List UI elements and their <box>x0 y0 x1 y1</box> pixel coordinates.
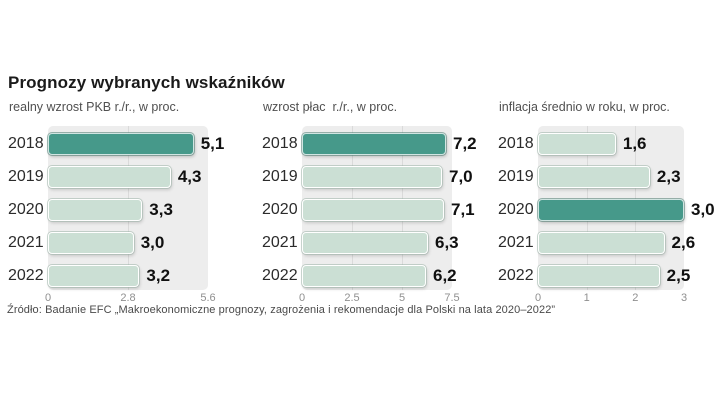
bar-track: 2,6 <box>538 231 695 254</box>
axis-tick-label: 5.6 <box>200 292 216 304</box>
bar-track: 3,0 <box>48 231 208 254</box>
page-title: Prognozy wybranych wskaźników <box>8 73 285 92</box>
year-label: 2019 <box>498 167 534 185</box>
value-label: 7,1 <box>451 199 475 219</box>
axis-tick-label: 2.8 <box>120 292 136 304</box>
year-label: 2020 <box>498 200 534 218</box>
bar-row-2018: 2018 7,2 <box>262 127 477 160</box>
value-label: 3,0 <box>140 232 165 252</box>
bar-rows: 2018 1,6 2019 2,3 2020 3,0 2021 2,6 2022 2,5 <box>498 127 715 292</box>
bar <box>302 198 444 221</box>
bar-track: 2,5 <box>538 264 690 287</box>
bar-track: 6,3 <box>302 231 459 254</box>
bar-row-2021: 2021 6,3 <box>262 226 459 259</box>
bar-track: 3,2 <box>48 264 208 287</box>
value-label: 3,0 <box>691 199 715 219</box>
axis-tick-label: 7.5 <box>444 292 460 304</box>
bar-highlighted <box>538 198 684 221</box>
bar-track: 1,6 <box>538 132 684 155</box>
year-label: 2020 <box>262 200 298 218</box>
axis-tick-label: 5 <box>398 292 406 304</box>
bar-row-2021: 2021 2,6 <box>498 226 695 259</box>
bar <box>48 231 134 254</box>
value-label: 4,3 <box>177 166 202 186</box>
year-label: 2022 <box>8 266 44 284</box>
bar <box>538 132 616 155</box>
bar-highlighted <box>48 132 194 155</box>
bar-track: 7,0 <box>302 165 473 188</box>
bar <box>538 264 660 287</box>
bar-row-2019: 2019 2,3 <box>498 160 684 193</box>
axis-tick-label: 0 <box>534 292 542 304</box>
bar-row-2022: 2022 3,2 <box>8 259 208 292</box>
bar-track: 7,1 <box>302 198 475 221</box>
bar-track: 7,2 <box>302 132 477 155</box>
year-label: 2019 <box>8 167 44 185</box>
x-axis: 0 2.5 5 7.5 <box>298 292 460 306</box>
bar <box>538 231 665 254</box>
value-label: 2,6 <box>671 232 696 252</box>
bar <box>48 264 140 287</box>
bar-row-2019: 2019 7,0 <box>262 160 473 193</box>
value-label: 1,6 <box>622 133 647 153</box>
bar <box>48 165 171 188</box>
bar-rows: 2018 7,2 2019 7,0 2020 7,1 2021 6,3 2022 6,2 <box>262 127 477 292</box>
year-label: 2018 <box>262 134 298 152</box>
year-label: 2020 <box>8 200 44 218</box>
bar-rows: 2018 5,1 2019 4,3 2020 3,3 2021 3,0 2022 3,2 <box>8 127 224 292</box>
axis-tick-label: 0 <box>44 292 52 304</box>
bar-highlighted <box>302 132 446 155</box>
chart-subtitle: inflacja średnio w roku, w proc. <box>499 100 670 114</box>
chart-subtitle: realny wzrost PKB r./r., w proc. <box>9 100 180 114</box>
value-label: 3,2 <box>146 265 171 285</box>
chart-subtitle: wzrost płac r./r., w proc. <box>263 100 398 114</box>
bar <box>302 165 442 188</box>
source-note: Źródło: Badanie EFC „Makroekonomiczne pr… <box>7 304 556 316</box>
bar-track: 3,0 <box>538 198 715 221</box>
bar-row-2018: 2018 5,1 <box>8 127 224 160</box>
value-label: 6,3 <box>435 232 459 252</box>
bar <box>302 264 426 287</box>
bar-track: 2,3 <box>538 165 684 188</box>
year-label: 2022 <box>262 266 298 284</box>
bar-row-2022: 2022 6,2 <box>262 259 457 292</box>
bar-row-2020: 2020 3,0 <box>498 193 715 226</box>
bar-row-2021: 2021 3,0 <box>8 226 208 259</box>
bar-row-2020: 2020 7,1 <box>262 193 475 226</box>
year-label: 2021 <box>8 233 44 251</box>
bar <box>538 165 650 188</box>
bar-row-2020: 2020 3,3 <box>8 193 208 226</box>
year-label: 2022 <box>498 266 534 284</box>
value-label: 2,5 <box>666 265 691 285</box>
axis-tick-label: 2 <box>632 292 639 304</box>
bar-row-2022: 2022 2,5 <box>498 259 690 292</box>
value-label: 2,3 <box>656 166 681 186</box>
value-label: 3,3 <box>149 199 173 219</box>
axis-tick-label: 0 <box>298 292 306 304</box>
value-label: 7,0 <box>449 166 473 186</box>
year-label: 2019 <box>262 167 298 185</box>
axis-tick-label: 3 <box>680 292 688 304</box>
year-label: 2018 <box>498 134 534 152</box>
bar-row-2018: 2018 1,6 <box>498 127 684 160</box>
x-axis: 0 2.8 5.6 <box>44 292 216 306</box>
value-label: 6,2 <box>433 265 457 285</box>
value-label: 7,2 <box>453 133 477 153</box>
bar-track: 3,3 <box>48 198 208 221</box>
bar-track: 6,2 <box>302 264 457 287</box>
bar-row-2019: 2019 4,3 <box>8 160 208 193</box>
bar-track: 4,3 <box>48 165 208 188</box>
axis-tick-label: 2.5 <box>344 292 360 304</box>
bar-track: 5,1 <box>48 132 224 155</box>
bar <box>302 231 428 254</box>
axis-tick-label: 1 <box>583 292 590 304</box>
bar <box>48 198 143 221</box>
value-label: 5,1 <box>200 133 225 153</box>
year-label: 2021 <box>262 233 298 251</box>
year-label: 2021 <box>498 233 534 251</box>
year-label: 2018 <box>8 134 44 152</box>
x-axis: 0 1 2 3 <box>534 292 688 306</box>
